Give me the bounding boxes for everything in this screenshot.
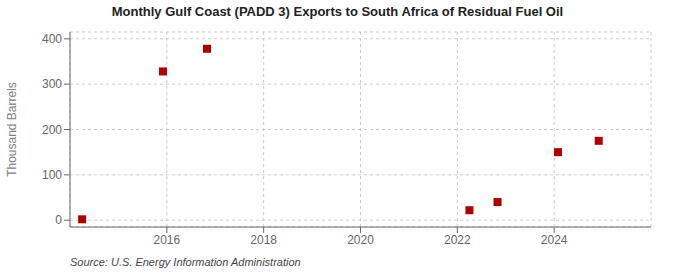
- svg-text:Thousand Barrels: Thousand Barrels: [8, 82, 19, 177]
- html-text:Source: U.S. Energy Informatio: Source: U.S. Energy Information Administ…: [70, 256, 301, 268]
- svg-text:2016: 2016: [153, 233, 180, 247]
- svg-text:400: 400: [42, 32, 62, 46]
- svg-text:2022: 2022: [444, 233, 471, 247]
- svg-text:300: 300: [42, 77, 62, 91]
- svg-text:2020: 2020: [347, 233, 374, 247]
- svg-text:2024: 2024: [541, 233, 568, 247]
- html-text:Monthly Gulf Coast (PADD 3) Ex: Monthly Gulf Coast (PADD 3) Exports to S…: [111, 4, 564, 19]
- svg-text:200: 200: [42, 123, 62, 137]
- svg-text:0: 0: [55, 213, 62, 227]
- svg-text:2018: 2018: [250, 233, 277, 247]
- svg-text:100: 100: [42, 168, 62, 182]
